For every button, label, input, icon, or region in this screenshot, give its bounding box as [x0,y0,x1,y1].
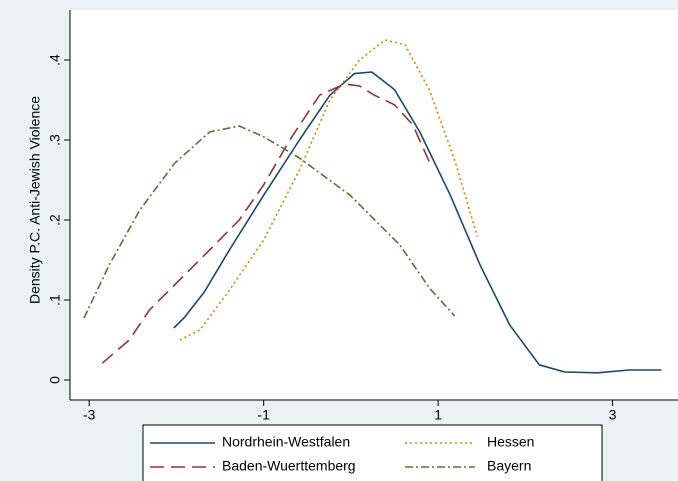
y-tick-label: 0 [47,376,63,384]
legend-label: Baden-Wuerttemberg [222,458,356,474]
y-tick-label: .1 [47,294,63,306]
x-tick-label: -1 [257,407,270,423]
x-tick-label: -3 [83,407,96,423]
y-tick-label: .4 [47,54,63,66]
legend-label: Hessen [487,434,534,450]
series-line [83,125,456,319]
legend-label: Bayern [487,458,531,474]
y-axis-title: Density P.C. Anti-Jewish Violence [27,96,43,304]
legend-label: Nordrhein-Westfalen [222,434,350,450]
y-tick-label: .2 [47,214,63,226]
plot-area [70,10,678,400]
series-line [173,71,662,374]
y-tick-label: .3 [47,134,63,146]
x-tick-label: 1 [434,407,442,423]
legend-box [142,424,603,481]
series-line [101,83,431,364]
x-tick-label: 3 [609,407,617,423]
